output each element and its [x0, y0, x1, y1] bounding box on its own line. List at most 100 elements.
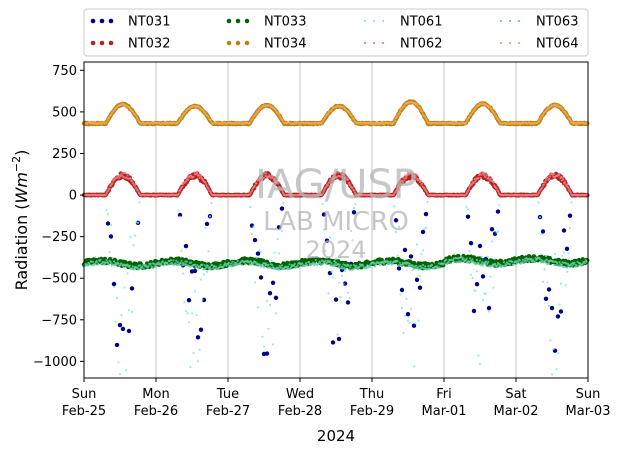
- x-tick-date-3: Feb-28: [278, 404, 322, 419]
- series-nt062: [82, 171, 589, 197]
- data-point: [227, 261, 230, 264]
- data-point: [203, 264, 206, 267]
- data-point: [271, 343, 275, 346]
- data-point: [479, 176, 482, 179]
- data-point: [174, 262, 177, 265]
- data-point: [344, 268, 347, 271]
- data-point: [272, 178, 275, 182]
- data-point: [420, 229, 426, 235]
- data-point: [193, 171, 196, 174]
- data-point: [512, 263, 515, 266]
- data-point: [553, 252, 557, 256]
- data-point: [151, 266, 154, 269]
- data-point: [177, 212, 183, 218]
- data-point: [471, 258, 474, 261]
- data-point: [343, 269, 347, 273]
- data-point: [421, 263, 425, 267]
- data-point: [259, 251, 263, 254]
- x-axis-label: 2024: [317, 427, 355, 445]
- data-point: [178, 215, 182, 218]
- data-point: [301, 262, 304, 265]
- data-point: [342, 282, 345, 285]
- data-point: [211, 267, 215, 270]
- data-point: [154, 265, 158, 268]
- data-point: [277, 266, 280, 269]
- data-point: [333, 260, 336, 263]
- data-point: [397, 225, 401, 228]
- data-point: [555, 314, 561, 319]
- data-point: [354, 203, 357, 206]
- data-point: [336, 336, 342, 342]
- data-point: [583, 262, 587, 265]
- data-point: [469, 113, 473, 116]
- legend-marker: [90, 18, 96, 24]
- data-point: [518, 259, 521, 262]
- data-point: [471, 308, 477, 314]
- x-tick-day-5: Fri: [436, 387, 452, 402]
- data-point: [481, 264, 485, 267]
- data-point: [112, 285, 116, 289]
- data-point: [540, 229, 546, 234]
- legend-marker: [508, 19, 512, 23]
- data-point: [392, 121, 395, 124]
- data-point: [273, 295, 279, 300]
- data-point: [485, 174, 488, 177]
- data-point: [484, 176, 487, 179]
- data-point: [492, 181, 495, 184]
- data-point: [205, 270, 209, 273]
- data-point: [183, 301, 186, 304]
- data-point: [260, 175, 263, 178]
- data-point: [561, 254, 564, 258]
- legend-label: NT033: [264, 15, 306, 30]
- data-point: [120, 326, 126, 332]
- data-point: [198, 327, 204, 332]
- data-point: [484, 292, 488, 295]
- data-point: [271, 174, 274, 177]
- data-point: [398, 110, 401, 114]
- data-point: [109, 261, 113, 264]
- data-point: [408, 254, 414, 259]
- data-point: [477, 354, 480, 357]
- data-point: [202, 273, 206, 276]
- data-point: [411, 269, 414, 272]
- data-point: [337, 281, 341, 284]
- data-point: [138, 192, 141, 195]
- data-point: [230, 265, 233, 268]
- data-point: [402, 247, 408, 253]
- data-point: [133, 234, 137, 237]
- data-point: [411, 323, 417, 328]
- data-point: [117, 361, 120, 364]
- data-point: [469, 273, 473, 276]
- y-tick-label-2: 250: [52, 147, 77, 162]
- data-point: [253, 281, 257, 284]
- data-point: [187, 321, 191, 324]
- data-point: [123, 286, 126, 289]
- legend-marker: [372, 41, 376, 45]
- data-point: [402, 331, 405, 335]
- data-point: [127, 309, 131, 312]
- data-point: [548, 175, 551, 178]
- data-point: [477, 177, 480, 180]
- data-point: [396, 259, 399, 262]
- data-point: [333, 297, 339, 302]
- data-point: [124, 171, 127, 174]
- x-tick-day-2: Tue: [216, 387, 239, 402]
- data-point: [546, 281, 549, 284]
- data-point: [465, 214, 471, 219]
- data-point: [421, 249, 425, 252]
- data-point: [161, 260, 164, 263]
- data-point: [561, 176, 564, 179]
- data-point: [403, 314, 407, 317]
- data-point: [328, 236, 332, 239]
- data-point: [204, 226, 207, 229]
- data-point: [286, 265, 290, 268]
- plot-area: [84, 62, 588, 378]
- data-point: [421, 182, 424, 185]
- legend-marker: [226, 18, 232, 24]
- data-point: [511, 260, 514, 263]
- data-point: [453, 261, 456, 264]
- legend-label: NT032: [128, 37, 170, 52]
- data-point: [562, 251, 566, 254]
- data-point: [214, 265, 218, 268]
- x-tick-day-3: Wed: [286, 387, 314, 402]
